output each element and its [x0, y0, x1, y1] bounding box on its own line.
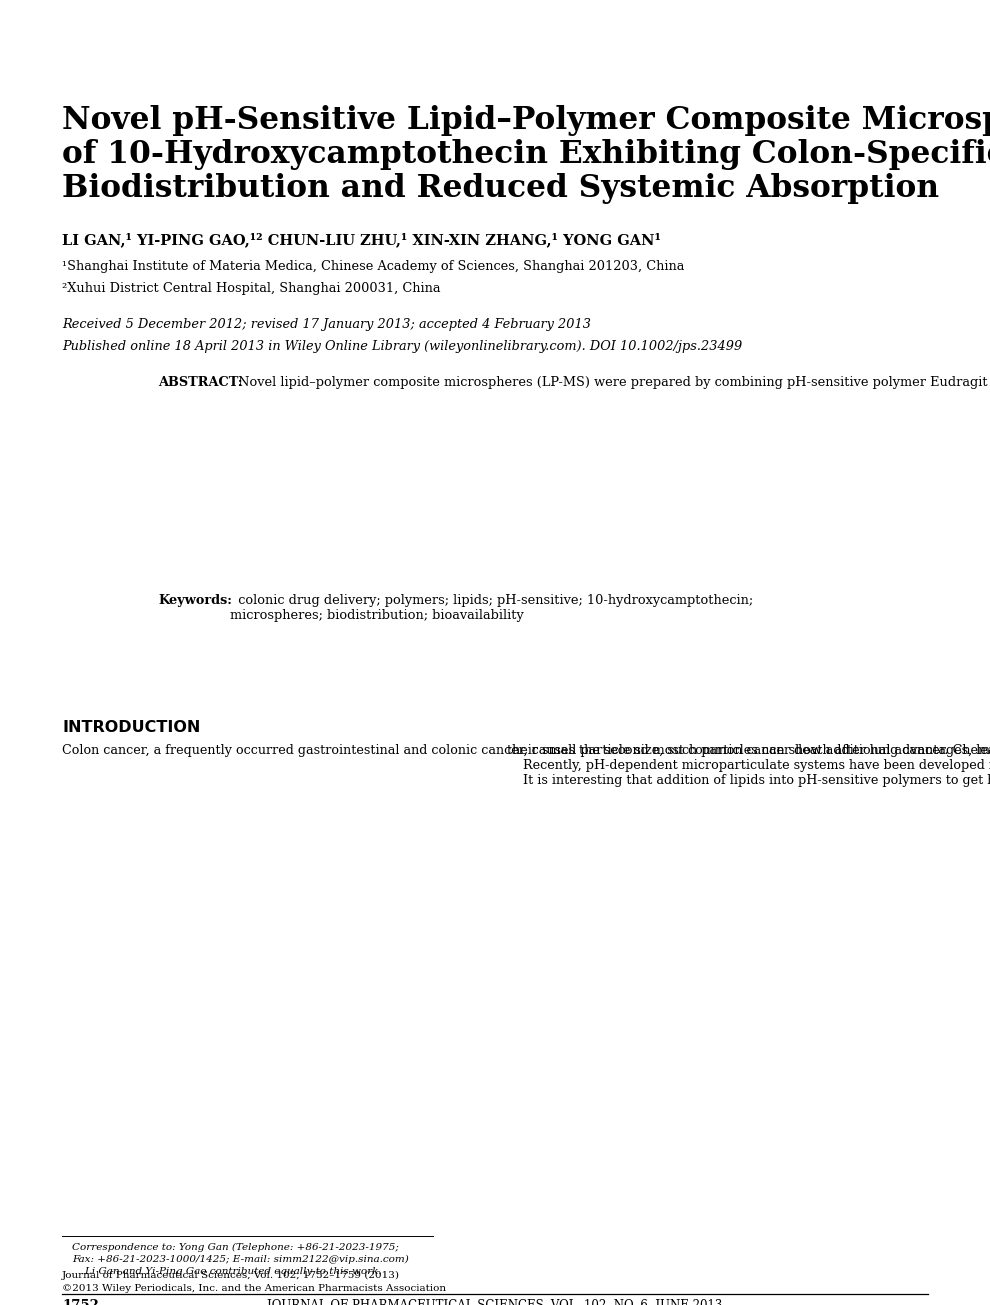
Text: of 10-Hydroxycamptothecin Exhibiting Colon-Specific: of 10-Hydroxycamptothecin Exhibiting Col… — [62, 140, 990, 170]
Text: 1752: 1752 — [62, 1298, 99, 1305]
Text: Correspondence to: Yong Gan (Telephone: +86-21-2023-1975;: Correspondence to: Yong Gan (Telephone: … — [72, 1242, 399, 1251]
Text: Received 5 December 2012; revised 17 January 2013; accepted 4 February 2013: Received 5 December 2012; revised 17 Jan… — [62, 318, 591, 331]
Text: ¹Shanghai Institute of Materia Medica, Chinese Academy of Sciences, Shanghai 201: ¹Shanghai Institute of Materia Medica, C… — [62, 260, 684, 273]
Text: Keywords:: Keywords: — [158, 594, 232, 607]
Text: Published online 18 April 2013 in Wiley Online Library (wileyonlinelibrary.com).: Published online 18 April 2013 in Wiley … — [62, 341, 743, 352]
Text: Li Gan and Yi-Ping Gao contributed equally to this work.: Li Gan and Yi-Ping Gao contributed equal… — [72, 1267, 381, 1276]
Text: Colon cancer, a frequently occurred gastrointestinal and colonic cancer, causes : Colon cancer, a frequently occurred gast… — [62, 744, 990, 757]
Text: their small particle size, such particles can show additional advantages, leadin: their small particle size, such particle… — [507, 744, 990, 787]
Text: Fax: +86-21-2023-1000/1425; E-mail: simm2122@vip.sina.com): Fax: +86-21-2023-1000/1425; E-mail: simm… — [72, 1255, 409, 1265]
Text: ©2013 Wiley Periodicals, Inc. and the American Pharmacists Association: ©2013 Wiley Periodicals, Inc. and the Am… — [62, 1284, 446, 1293]
Text: Journal of Pharmaceutical Sciences, Vol. 102, 1752–1759 (2013): Journal of Pharmaceutical Sciences, Vol.… — [62, 1271, 400, 1280]
Text: Novel lipid–polymer composite microspheres (LP-MS) were prepared by combining pH: Novel lipid–polymer composite microspher… — [230, 376, 990, 389]
Text: ²Xuhui District Central Hospital, Shanghai 200031, China: ²Xuhui District Central Hospital, Shangh… — [62, 282, 441, 295]
Text: LI GAN,¹ YI-PING GAO,¹² CHUN-LIU ZHU,¹ XIN-XIN ZHANG,¹ YONG GAN¹: LI GAN,¹ YI-PING GAO,¹² CHUN-LIU ZHU,¹ X… — [62, 232, 661, 247]
Text: Biodistribution and Reduced Systemic Absorption: Biodistribution and Reduced Systemic Abs… — [62, 174, 940, 204]
Text: colonic drug delivery; polymers; lipids; pH-sensitive; 10-hydroxycamptothecin;
m: colonic drug delivery; polymers; lipids;… — [230, 594, 753, 622]
Text: Novel pH-Sensitive Lipid–Polymer Composite Microspheres: Novel pH-Sensitive Lipid–Polymer Composi… — [62, 104, 990, 136]
Text: ABSTRACT:: ABSTRACT: — [158, 376, 243, 389]
Text: JOURNAL OF PHARMACEUTICAL SCIENCES, VOL. 102, NO. 6, JUNE 2013: JOURNAL OF PHARMACEUTICAL SCIENCES, VOL.… — [267, 1298, 723, 1305]
Text: INTRODUCTION: INTRODUCTION — [62, 720, 200, 735]
